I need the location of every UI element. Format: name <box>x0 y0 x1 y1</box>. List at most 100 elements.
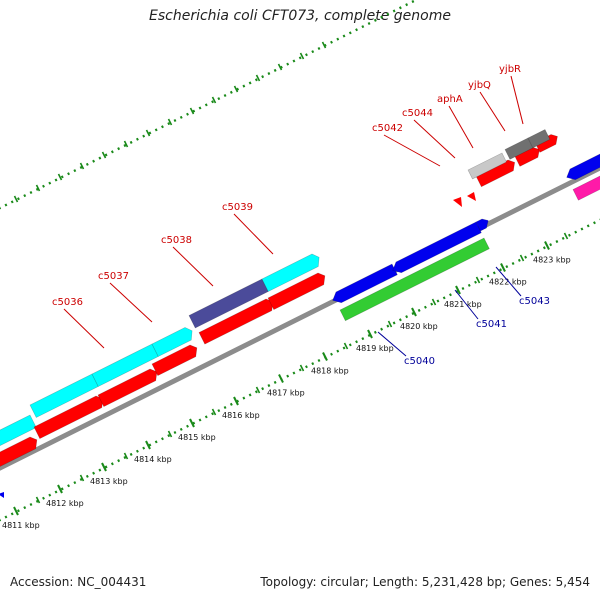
minor-tick <box>35 496 41 504</box>
outer-tick-row <box>0 0 419 210</box>
label-leader-line <box>510 75 524 125</box>
scale-tick <box>57 484 63 494</box>
features-layer <box>0 129 600 498</box>
label-leader-line <box>448 105 474 149</box>
scale-label: 4811 kbp <box>2 521 40 530</box>
scale-tick <box>322 352 328 361</box>
label-leader-line <box>377 331 407 357</box>
scale-label: 4821 kbp <box>444 300 482 309</box>
scale-label: 4822 kbp <box>489 278 527 287</box>
scale-tick <box>233 396 239 406</box>
inner-tick-row <box>0 218 600 522</box>
strand-bands: 4811 kbp 4812 kbp 4813 kbp 4814 kbp 4815 kbp… <box>0 0 600 530</box>
forward-gene <box>0 436 38 467</box>
outer-tick <box>101 151 107 159</box>
minor-tick <box>387 320 393 328</box>
scale-tick <box>145 440 151 450</box>
accession-text: Accession: NC_004431 <box>10 575 147 589</box>
cyan-feature <box>261 253 320 292</box>
scale-tick <box>455 285 461 295</box>
dark-gray-feature <box>527 129 551 149</box>
scale-tick <box>500 263 506 272</box>
outer-tick <box>79 162 85 170</box>
label-leader-line <box>233 213 274 255</box>
scale-label: 4816 kbp <box>222 411 260 420</box>
gene-label-forward: yjbQ <box>468 80 491 91</box>
minor-tick <box>211 408 217 416</box>
gene-label-forward: c5044 <box>402 108 433 119</box>
gene-label-reverse: c5040 <box>404 356 435 367</box>
outer-tick <box>255 74 261 82</box>
minor-tick <box>79 474 85 482</box>
gene-label-forward: c5039 <box>222 202 253 213</box>
outer-tick <box>277 63 283 71</box>
forward-gene <box>151 344 198 377</box>
forward-gene <box>467 192 476 201</box>
scale-label: 4823 kbp <box>533 256 571 265</box>
scale-label: 4815 kbp <box>178 433 216 442</box>
gray-feature <box>467 152 507 180</box>
scale-label: 4817 kbp <box>267 389 305 398</box>
minor-tick <box>255 386 261 394</box>
gene-label-forward: c5042 <box>372 123 403 134</box>
minor-tick <box>343 342 349 350</box>
scale-tick <box>544 241 550 250</box>
outer-tick <box>321 41 327 49</box>
forward-gene <box>97 368 158 408</box>
minor-tick <box>431 298 437 306</box>
outer-tick <box>123 140 129 148</box>
outer-tick <box>233 85 239 93</box>
gene-label-reverse: c5043 <box>519 296 550 307</box>
gene-label-reverse: c5041 <box>476 319 507 330</box>
green-feature <box>339 237 490 322</box>
label-leader-line <box>413 119 456 159</box>
label-leader-line <box>454 289 479 320</box>
magenta-feature <box>572 175 600 201</box>
minor-tick <box>519 254 525 262</box>
scale-label: 4820 kbp <box>400 322 438 331</box>
scale-tick <box>411 307 417 317</box>
label-leader-line <box>479 91 506 132</box>
label-leader-line <box>63 308 105 349</box>
reverse-gene <box>0 492 4 498</box>
reverse-gene <box>332 263 398 304</box>
scale-tick <box>278 374 284 383</box>
gene-label-forward: c5037 <box>98 271 129 282</box>
scale-label: 4814 kbp <box>134 455 172 464</box>
scale-label: 4813 kbp <box>90 477 128 486</box>
forward-gene <box>267 272 326 311</box>
gene-label-forward: c5038 <box>161 235 192 246</box>
scale-tick <box>367 329 373 339</box>
minor-tick <box>563 232 569 240</box>
outer-tick <box>189 107 195 115</box>
scale-label: 4812 kbp <box>46 499 84 508</box>
cyan-feature <box>151 327 193 357</box>
genome-stats-text: Topology: circular; Length: 5,231,428 bp… <box>260 575 590 589</box>
forward-gene <box>453 197 462 207</box>
label-leader-line <box>495 266 522 297</box>
outer-tick <box>167 118 173 126</box>
outer-tick <box>211 96 217 104</box>
minor-tick <box>123 452 129 460</box>
scale-label: 4819 kbp <box>356 344 394 353</box>
minor-tick <box>167 430 173 438</box>
forward-gene <box>534 134 558 153</box>
outer-tick <box>57 173 63 181</box>
outer-tick <box>13 195 19 203</box>
gene-label-forward: yjbR <box>499 64 521 75</box>
label-leader-line <box>109 282 153 323</box>
scale-tick <box>101 462 107 472</box>
label-leader-line <box>172 246 214 287</box>
minor-tick <box>475 276 481 284</box>
reverse-gene <box>392 221 482 274</box>
labels-layer: c5036 c5037 c5038 c5039 c5042 c5044 aphA yjbQ yj… <box>52 64 550 367</box>
outer-tick <box>35 184 41 192</box>
reverse-gene <box>566 153 600 181</box>
scale-label: 4818 kbp <box>311 367 349 376</box>
label-leader-line <box>383 134 441 167</box>
scale-tick <box>13 506 19 516</box>
genome-backbone <box>0 165 600 471</box>
scale-tick <box>189 418 195 428</box>
